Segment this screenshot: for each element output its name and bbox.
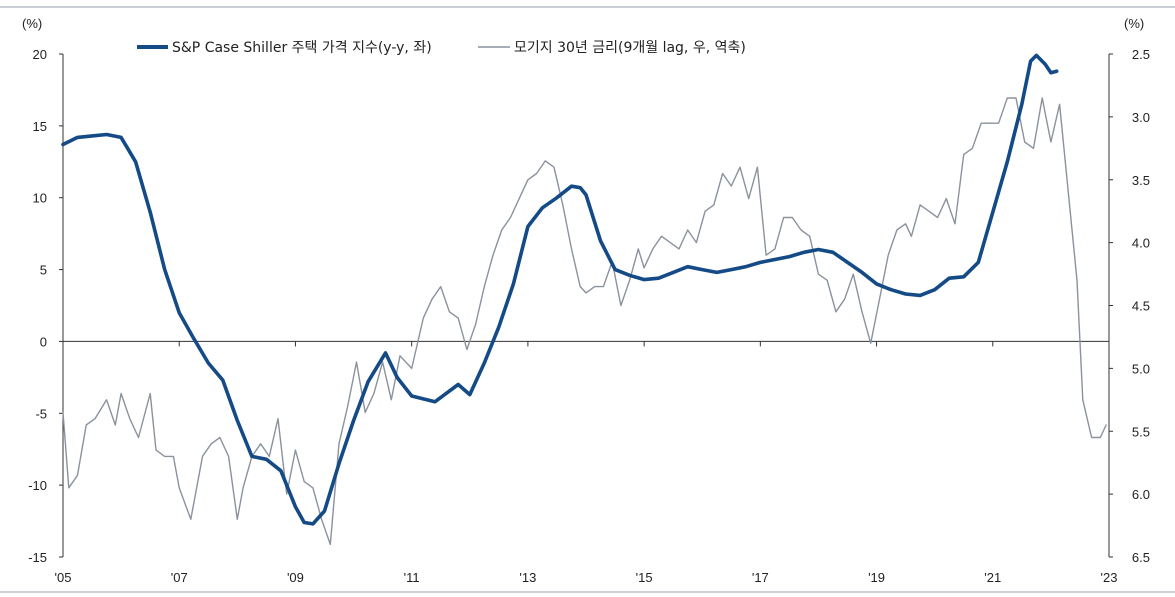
left-tick-label: 0 — [40, 334, 47, 349]
x-tick-label: '21 — [984, 570, 1001, 585]
x-tick-label: '11 — [404, 570, 420, 585]
right-tick-label: 5.0 — [1132, 361, 1150, 376]
legend: S&P Case Shiller 주택 가격 지수(y-y, 좌) 모기지 30… — [137, 40, 746, 56]
right-tick-label: 6.0 — [1132, 487, 1150, 502]
right-tick-label: 2.5 — [1132, 47, 1150, 62]
right-tick-label: 3.5 — [1132, 173, 1150, 188]
plot-area — [61, 53, 1107, 546]
legend-label-case-shiller: S&P Case Shiller 주택 가격 지수(y-y, 좌) — [172, 40, 432, 56]
right-tick-label: 3.0 — [1132, 110, 1150, 125]
left-tick-label: 15 — [33, 119, 47, 134]
left-tick-label: 10 — [33, 191, 47, 206]
x-tick-label: '15 — [636, 570, 653, 585]
series-line-case-shiller — [61, 53, 1059, 526]
right-tick-label: 4.0 — [1132, 236, 1150, 251]
left-tick-label: -15 — [28, 550, 47, 565]
x-tick-label: '19 — [868, 570, 885, 585]
x-tick-label: '09 — [287, 570, 304, 585]
left-axis-unit-label: (%) — [22, 16, 42, 31]
x-tick-label: '17 — [752, 570, 769, 585]
x-tick-label: '05 — [55, 570, 72, 585]
left-tick-label: 5 — [40, 263, 47, 278]
legend-label-mortgage-rate: 모기지 30년 금리(9개월 lag, 우, 역축) — [514, 40, 746, 56]
x-tick-label: '07 — [171, 570, 188, 585]
x-tick-label: '23 — [1101, 570, 1118, 585]
right-axis-unit-label: (%) — [1124, 16, 1144, 31]
x-tick-label: '13 — [519, 570, 536, 585]
series-line-mortgage-rate — [62, 97, 1107, 546]
left-tick-label: 20 — [33, 47, 47, 62]
right-tick-label: 4.5 — [1132, 299, 1150, 314]
left-tick-label: -10 — [28, 478, 47, 493]
right-tick-label: 5.5 — [1132, 424, 1150, 439]
right-tick-label: 6.5 — [1132, 550, 1150, 565]
axes: 20 15 10 5 0 -5 -10 -15 2.5 3.0 3.5 4.0 4.5 5.0 5.5 6.0… — [0, 6, 1175, 593]
left-tick-label: -5 — [35, 406, 47, 421]
